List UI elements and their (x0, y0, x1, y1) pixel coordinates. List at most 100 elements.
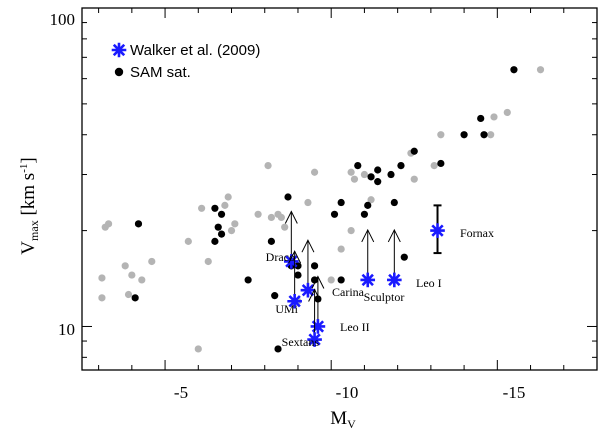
grey-sam-points (98, 66, 545, 353)
sam-grey-point (367, 196, 375, 204)
walker-leo-i-marker-shape (387, 272, 402, 288)
legend: Walker et al. (2009) SAM sat. (111, 42, 260, 81)
x-tick-label-minus-15: -15 (503, 383, 526, 402)
sam-sat-point (374, 178, 382, 186)
sam-grey-point (536, 66, 545, 74)
label-leo-ii: Leo II (340, 320, 370, 334)
sam-sat-point (480, 131, 488, 139)
y-tick-label-10: 10 (58, 320, 75, 339)
sam-grey-point (267, 213, 275, 222)
walker-fornax-marker (430, 223, 445, 238)
sam-sat-point (410, 147, 418, 155)
sam-grey-point (148, 257, 156, 266)
sam-sat-point (360, 210, 369, 218)
sam-sat-point (337, 198, 345, 207)
label-sculptor: Sculptor (364, 290, 405, 304)
walker-leo-ii-marker-shape (310, 319, 326, 334)
sam-sat-point (354, 161, 362, 170)
sam-grey-point (231, 220, 239, 228)
label-carina: Carina (332, 285, 365, 299)
sam-grey-point (128, 271, 136, 279)
sam-grey-point (124, 290, 133, 299)
walker-sextans-marker (307, 332, 322, 347)
y-axis-title-unit: [km s (18, 173, 39, 221)
walker-points (284, 204, 445, 347)
sam-grey-point (254, 210, 262, 218)
sam-grey-point (337, 245, 345, 253)
sam-sat-point (244, 276, 252, 284)
sam-sat-point (217, 210, 226, 218)
sam-sat-point (510, 66, 518, 74)
sam-sat-point (211, 204, 219, 212)
sam-sat-point (337, 276, 345, 284)
label-umi: UMi (275, 302, 298, 316)
plot-frame (81, 7, 598, 371)
walker-sculptor-marker (360, 272, 376, 288)
label-fornax: Fornax (460, 226, 494, 240)
sam-sat-point (274, 345, 282, 353)
sam-sat-point (310, 262, 319, 270)
sam-sat-point (330, 210, 339, 218)
walker-umi-arrow-head (288, 250, 302, 264)
sam-sat-point (364, 201, 372, 209)
walker-sculptor-marker-shape (360, 272, 376, 288)
label-draco: Draco (266, 250, 295, 264)
legend-walker-marker (111, 42, 127, 58)
sam-grey-point (430, 161, 438, 170)
walker-labels: Draco UMi Carina Leo II Sextans Sculptor… (266, 226, 494, 349)
walker-draco-arrow-head (284, 210, 298, 224)
label-sextans: Sextans (282, 335, 320, 349)
sam-grey-point (194, 345, 202, 353)
sam-grey-point (121, 262, 129, 270)
sam-grey-point (304, 198, 312, 207)
sam-sat-point (214, 223, 222, 231)
x-axis-title: MV (330, 408, 356, 431)
sam-sat-point (374, 166, 382, 174)
sam-sat-point (397, 161, 405, 170)
label-leo-i: Leo I (416, 276, 442, 290)
walker-sextans-arrow-head (308, 288, 322, 302)
walker-draco-marker (284, 254, 299, 269)
sam-grey-point (410, 175, 418, 183)
sam-grey-point (360, 170, 369, 179)
walker-carina-marker (300, 282, 316, 298)
sam-grey-point (264, 161, 272, 170)
sam-sat-point (400, 253, 408, 261)
walker-draco-marker-shape (284, 254, 299, 269)
x-axis-title-sub: V (347, 417, 356, 431)
sam-sat-point (477, 114, 485, 123)
sam-sat-points (131, 66, 518, 353)
sam-sat-point (267, 237, 275, 245)
sam-grey-point (490, 113, 498, 121)
sam-grey-point (281, 223, 289, 231)
legend-walker-asterisk (111, 42, 127, 58)
sam-grey-point (347, 168, 355, 176)
sam-grey-point (198, 204, 206, 212)
y-axis-title-sub: max (27, 220, 41, 241)
legend-walker-label: Walker et al. (2009) (130, 42, 260, 59)
y-axis-title: Vmax [km s-1] (18, 157, 41, 254)
sam-grey-point (224, 193, 232, 201)
sam-sat-point (387, 170, 395, 179)
sam-grey-point (204, 257, 212, 266)
sam-sat-point (211, 237, 219, 245)
x-tick-label-minus-10: -10 (336, 383, 359, 402)
sam-grey-point (98, 294, 106, 302)
sam-grey-point (104, 220, 113, 228)
sam-sat-point (271, 292, 279, 300)
walker-sculptor-arrow-head (361, 228, 375, 243)
sam-grey-point (437, 131, 445, 139)
y-axis-title-main: V (18, 241, 39, 255)
sam-sat-point (390, 198, 398, 207)
sam-sat-point (367, 173, 375, 181)
sam-grey-point (310, 168, 319, 176)
sam-grey-point (347, 227, 355, 235)
sam-sat-point (460, 131, 468, 139)
legend-walker-asterisk-shape (111, 42, 127, 58)
sam-sat-point (217, 230, 226, 238)
sam-grey-point (277, 213, 285, 222)
x-tick-label-minus-5: -5 (174, 383, 188, 402)
sam-grey-point (327, 276, 335, 284)
walker-umi-marker-shape (287, 293, 302, 309)
